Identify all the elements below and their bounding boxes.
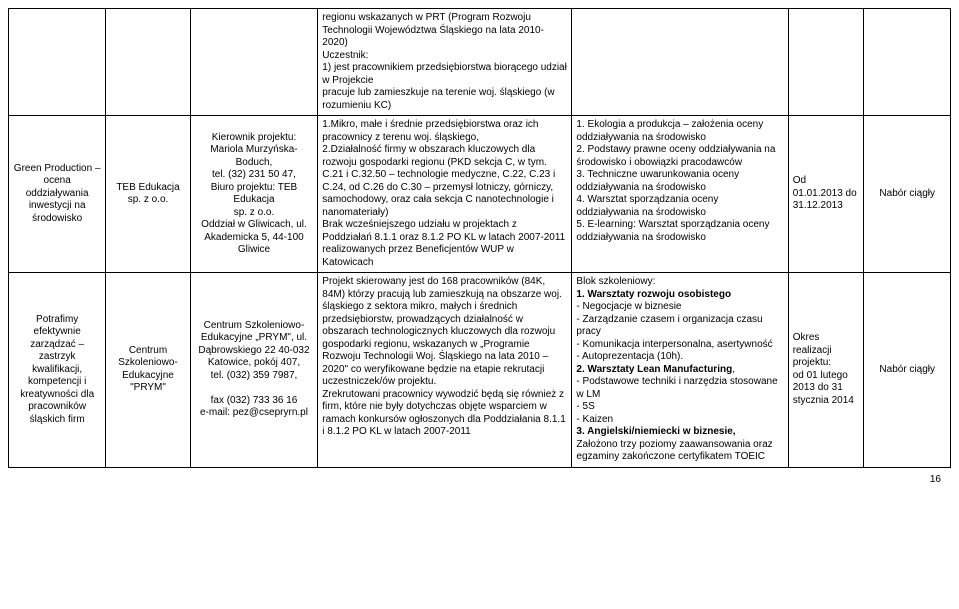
cell-contact: Centrum Szkoleniowo-Edukacyjne „PRYM", u… bbox=[190, 273, 318, 468]
cell-empty bbox=[106, 9, 190, 116]
document-table: regionu wskazanych w PRT (Program Rozwoj… bbox=[8, 8, 951, 468]
cell-empty bbox=[190, 9, 318, 116]
cell-empty bbox=[788, 9, 864, 116]
cell-empty bbox=[572, 9, 788, 116]
table-row: Green Production – ocena oddziaływania i… bbox=[9, 116, 951, 273]
page-number: 16 bbox=[8, 468, 951, 485]
table-row: Potrafimy efektywnie zarządzać – zastrzy… bbox=[9, 273, 951, 468]
cell-criteria: Projekt skierowany jest do 168 pracownik… bbox=[318, 273, 572, 468]
cell-contact: Kierownik projektu: Mariola Murzyńska-Bo… bbox=[190, 116, 318, 273]
cell-empty bbox=[864, 9, 951, 116]
cell-project-name: Potrafimy efektywnie zarządzać – zastrzy… bbox=[9, 273, 106, 468]
table-row: regionu wskazanych w PRT (Program Rozwoj… bbox=[9, 9, 951, 116]
block-2-title: 2. Warsztaty Lean Manufacturing bbox=[576, 364, 732, 375]
cell-recruitment: Nabór ciągły bbox=[864, 273, 951, 468]
cell-dates: Okres realizacji projektu: od 01 lutego … bbox=[788, 273, 864, 468]
block-intro: Blok szkoleniowy: bbox=[576, 276, 655, 287]
block-1-body: - Negocjacje w biznesie - Zarządzanie cz… bbox=[576, 301, 772, 362]
cell-dates: Od 01.01.2013 do 31.12.2013 bbox=[788, 116, 864, 273]
cell-text: regionu wskazanych w PRT (Program Rozwoj… bbox=[318, 9, 572, 116]
block-3-title: 3. Angielski/niemiecki w biznesie, bbox=[576, 426, 735, 437]
cell-recruitment: Nabór ciągły bbox=[864, 116, 951, 273]
block-3-body: Założono trzy poziomy zaawansowania oraz… bbox=[576, 439, 772, 463]
cell-org: Centrum Szkoleniowo-Edukacyjne "PRYM" bbox=[106, 273, 190, 468]
cell-program: Blok szkoleniowy: 1. Warsztaty rozwoju o… bbox=[572, 273, 788, 468]
cell-criteria: 1.Mikro, małe i średnie przedsiębiorstwa… bbox=[318, 116, 572, 273]
cell-program: 1. Ekologia a produkcja – założenia ocen… bbox=[572, 116, 788, 273]
cell-project-name: Green Production – ocena oddziaływania i… bbox=[9, 116, 106, 273]
cell-empty bbox=[9, 9, 106, 116]
cell-org: TEB Edukacja sp. z o.o. bbox=[106, 116, 190, 273]
block-1-title: 1. Warsztaty rozwoju osobistego bbox=[576, 289, 731, 300]
